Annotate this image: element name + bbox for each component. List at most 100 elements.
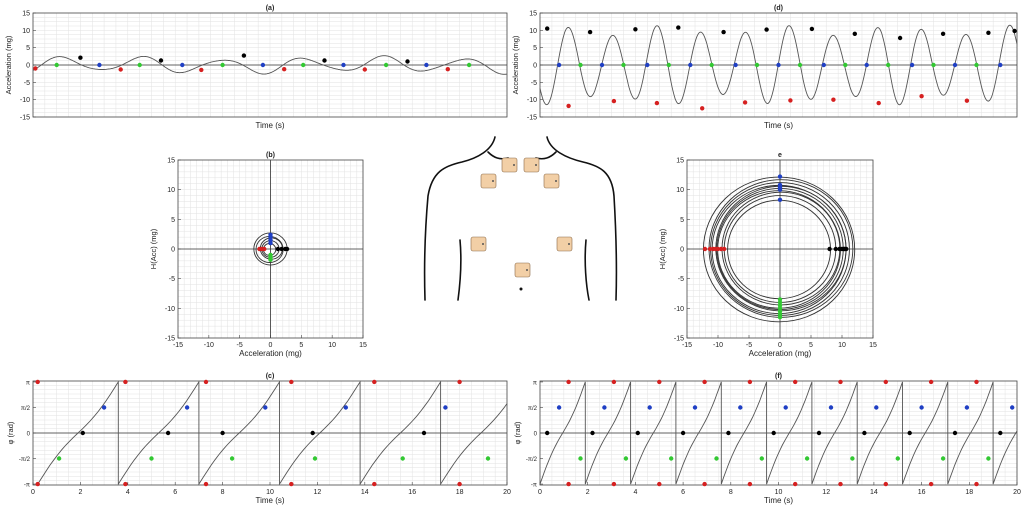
marker-blue [864,62,869,68]
y-tick-label: 5 [171,217,175,224]
marker-black [220,430,225,436]
x-tick-label: 4 [126,489,130,496]
marker-red [793,481,798,487]
y-axis-label: φ (rad) [6,421,15,444]
y-tick-label: -15 [20,115,30,122]
y-tick-label: 5 [26,45,30,52]
x-tick-label: 12 [314,489,322,496]
y-tick-label: 10 [676,187,684,194]
marker-black [78,55,83,60]
marker-red [611,481,617,487]
marker-red [883,379,888,385]
y-tick-label: 0 [533,63,537,70]
marker-black [827,246,832,252]
panel-title: e [778,152,782,159]
torso-diagram [423,136,618,301]
y-tick-label: -5 [678,276,684,283]
marker-red [831,97,836,102]
marker-green [931,62,936,68]
x-tick-label: 16 [408,489,416,496]
marker-blue [602,405,607,410]
electrode-pad [556,236,573,252]
marker-green [714,456,719,461]
x-tick-label: 10 [266,489,274,496]
y-tick-label: 10 [22,28,30,35]
marker-red [702,481,707,487]
panel-d: -15 -10 -5 0 5 10 15 (d) Time (s) Acceleration (m… [511,5,1018,130]
marker-blue [733,62,738,68]
x-tick-label: 20 [503,489,511,496]
marker-blue [341,62,346,68]
marker-blue [443,405,448,410]
marker-red [928,379,934,385]
marker-green [797,62,803,68]
marker-green [623,456,629,461]
marker-green [940,456,946,461]
marker-red [611,379,617,385]
marker-red [883,481,888,487]
y-tick-label: π/2 [21,406,31,412]
marker-red [372,481,377,487]
marker-red [747,379,753,385]
marker-blue [777,197,783,202]
marker-green [220,62,225,68]
x-tick-label: 6 [173,489,177,496]
marker-red [876,100,881,106]
marker-black [545,26,550,31]
electrode-dot [482,243,484,245]
x-tick-label: -5 [746,342,752,349]
marker-blue [645,62,650,68]
marker-red [722,246,727,252]
y-tick-label: 0 [27,432,31,438]
y-tick-label: 10 [167,187,175,194]
marker-black [952,430,958,436]
marker-red [445,67,450,72]
x-tick-label: 0 [31,489,35,496]
electrode-pad [523,157,540,173]
x-tick-label: -15 [682,342,692,349]
marker-red [566,379,571,385]
panel-title: (d) [774,5,783,12]
marker-green [709,62,714,68]
arm-line-right [584,239,590,301]
marker-blue [263,405,268,410]
electrode-dot [535,164,537,166]
marker-blue [101,405,107,410]
marker-black [275,246,281,252]
panel-e: -15 -10 -5 0 5 10 15 -15 -10 -5 0 5 10 15 e Acceleratio… [658,152,877,358]
series-line [32,55,508,75]
x-tick-label: 12 [822,489,830,496]
y-tick-label: -10 [527,97,537,104]
marker-black [310,430,315,436]
x-tick-label: -5 [237,342,243,349]
marker-group [35,379,491,487]
y-tick-label: 5 [680,217,684,224]
marker-green [301,62,306,68]
x-axis-label: Time (s) [764,121,793,130]
y-tick-label: -π/2 [19,457,31,463]
electrode-pad [514,262,531,278]
marker-black [165,430,171,436]
panel-title: (a) [266,5,275,12]
navel-dot [519,287,523,291]
x-tick-label: 2 [78,489,82,496]
marker-red [35,379,40,385]
electrode-dot [492,180,494,182]
y-axis-label: H(Acc) (mg) [658,228,667,269]
y-tick-label: 15 [676,158,684,165]
marker-red [788,98,793,103]
marker-green [895,456,900,461]
x-tick-label: 2 [586,489,590,496]
marker-green [986,456,991,461]
x-tick-label: 5 [809,342,813,349]
y-tick-label: 15 [167,158,175,165]
marker-black [897,35,903,41]
clavicle-right [535,151,557,160]
marker-red [35,481,40,487]
x-tick-label: 10 [838,342,846,349]
marker-black [279,246,284,252]
marker-red [747,481,753,487]
y-axis-label: Acceleration (mg) [4,35,13,94]
panel-title: (f) [775,373,782,380]
